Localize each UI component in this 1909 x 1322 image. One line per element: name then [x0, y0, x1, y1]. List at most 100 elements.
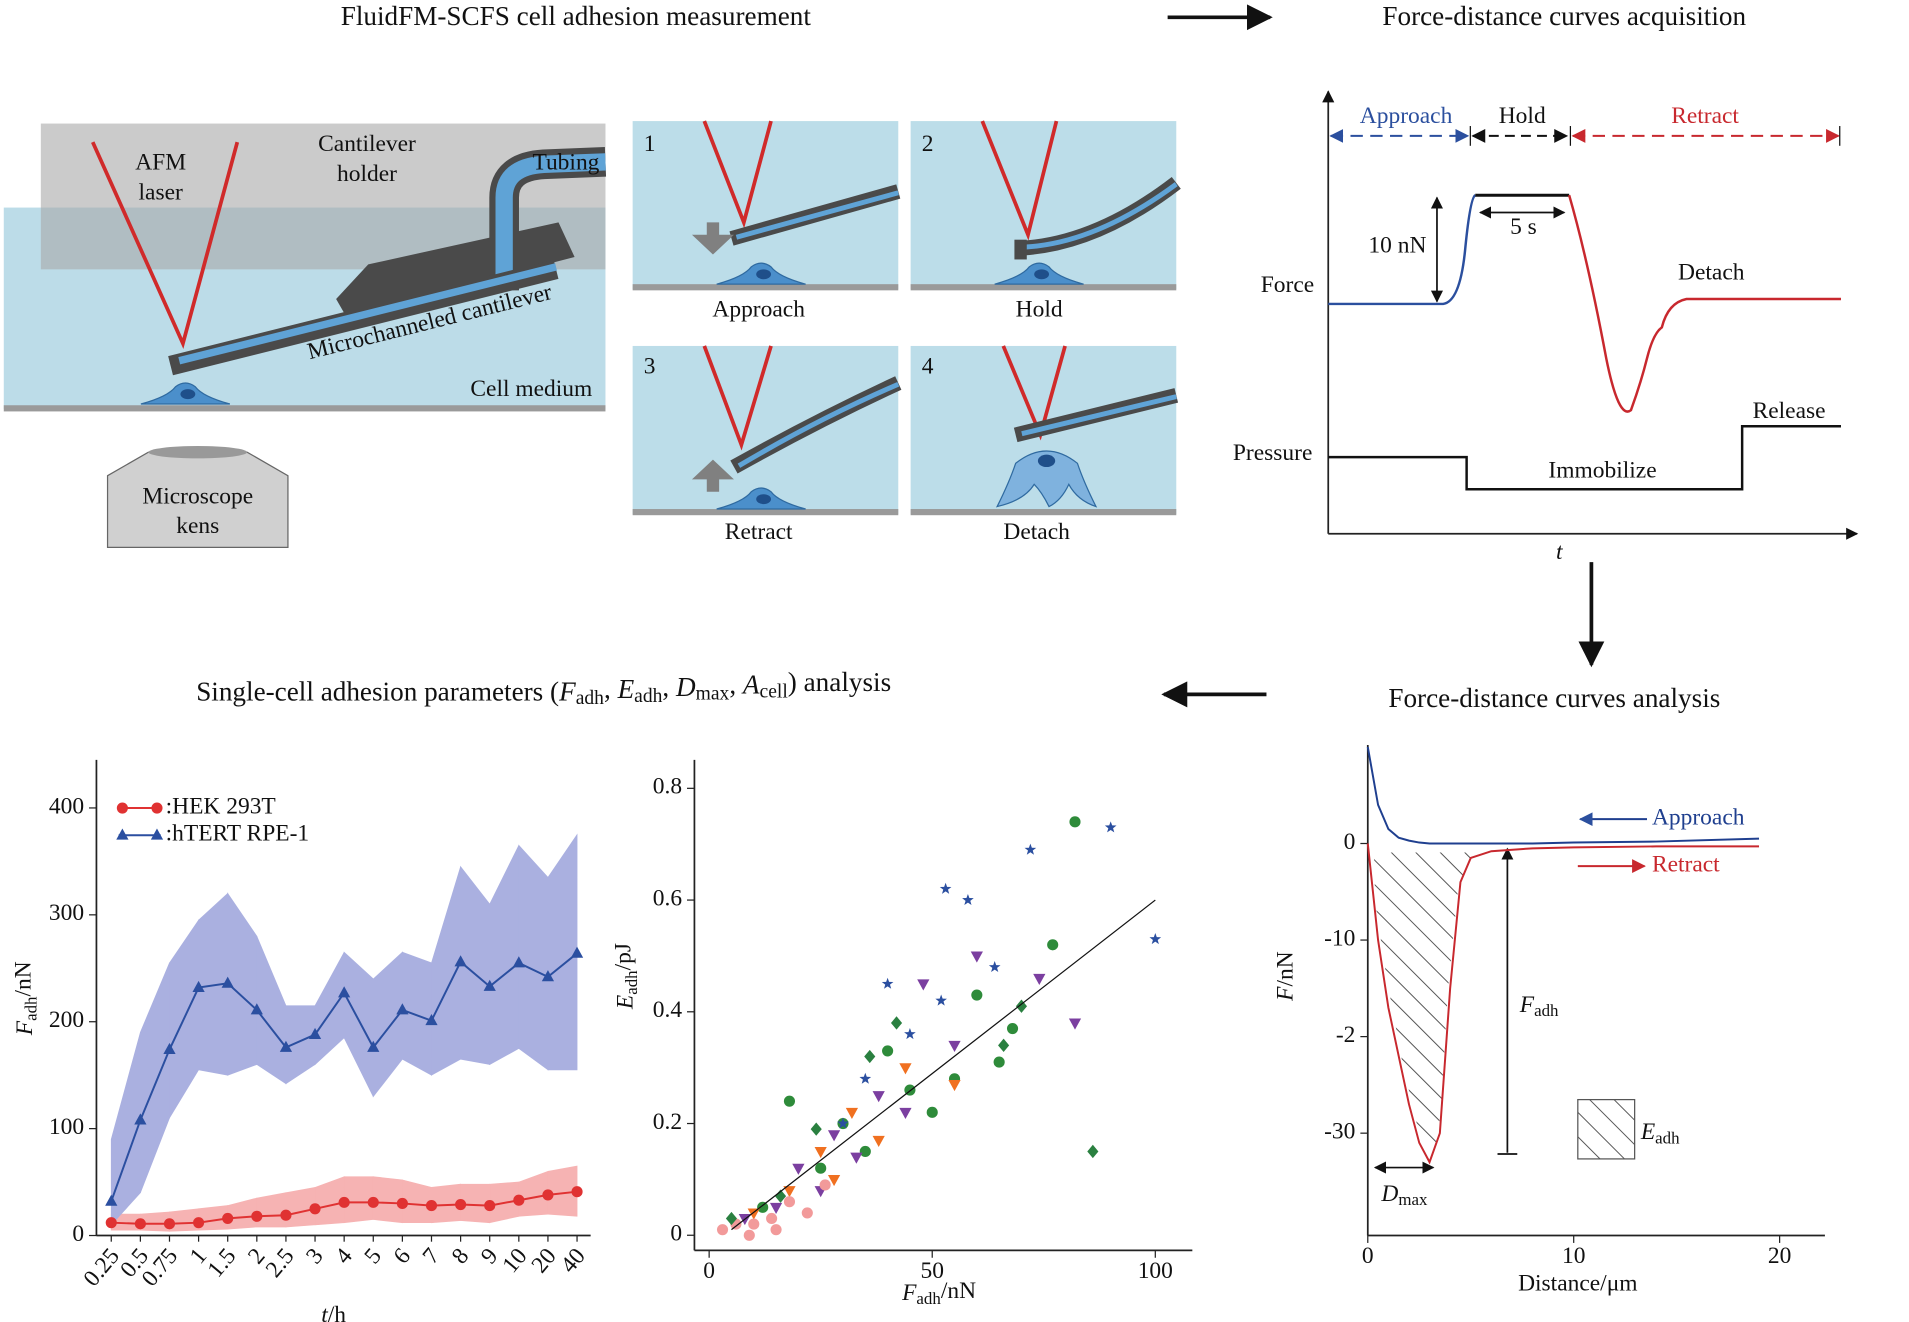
unit: /pJ	[611, 943, 637, 970]
marker	[163, 1042, 176, 1054]
subscript: adh	[622, 970, 641, 995]
unit: /nN	[941, 1278, 976, 1304]
subscript: max	[1398, 1190, 1428, 1209]
marker	[757, 1201, 769, 1213]
y-axis-label: F/nN	[1273, 951, 1299, 1002]
y-tick-label: -10	[1324, 925, 1355, 951]
band	[372, 951, 403, 1098]
y-tick-label: 400	[49, 793, 84, 819]
marker	[221, 976, 234, 988]
marker	[105, 1217, 117, 1229]
marker	[454, 955, 467, 967]
subscript: adh	[21, 996, 40, 1021]
label: Force	[1261, 272, 1314, 298]
legend-label: Retract	[1652, 851, 1720, 877]
step-number: 1	[644, 131, 656, 157]
symbol: F	[1519, 992, 1535, 1018]
band	[343, 951, 374, 1097]
marker	[747, 1208, 760, 1220]
marker	[743, 1229, 755, 1241]
marker	[792, 1163, 805, 1175]
marker	[1087, 1144, 1099, 1159]
x-tick-label: 5	[359, 1243, 386, 1269]
marker	[367, 1040, 380, 1052]
marker	[872, 1091, 885, 1103]
band	[314, 952, 345, 1066]
marker	[134, 1218, 146, 1230]
x-tick-label: 2.5	[261, 1243, 300, 1282]
label: 10 nN	[1368, 232, 1426, 258]
marker	[971, 989, 983, 1001]
subscript: max	[696, 684, 730, 705]
marker	[455, 1198, 467, 1211]
band	[489, 845, 520, 1066]
symbol: A	[741, 670, 760, 700]
y-tick-label: -2	[1336, 1022, 1356, 1048]
step-label: Detach	[1003, 519, 1070, 545]
marker	[163, 1218, 176, 1230]
marker	[570, 946, 584, 958]
step-label: Retract	[725, 519, 793, 545]
label: holder	[337, 161, 397, 187]
band	[518, 844, 549, 1071]
marker	[845, 1107, 859, 1120]
panel-title: Force-distance curves acquisition	[1382, 1, 1746, 31]
label: Release	[1753, 398, 1826, 424]
panel-title: FluidFM-SCFS cell adhesion measurement	[341, 1, 812, 31]
marker	[899, 1107, 912, 1120]
step-number: 3	[644, 354, 656, 380]
marker	[222, 1212, 234, 1224]
text-part: Single-cell adhesion parameters (	[196, 677, 559, 707]
marker	[279, 1040, 293, 1052]
marker	[1047, 939, 1059, 951]
x-tick-label: 50	[920, 1258, 943, 1284]
marker	[1068, 1018, 1082, 1030]
marker	[827, 1174, 841, 1187]
label: Microscope	[142, 483, 253, 509]
label: Tubing	[532, 150, 599, 176]
acquisition-schematic: Approach Hold Retract 10 nN 5 s Force De…	[1233, 90, 1859, 565]
marker	[881, 977, 894, 989]
marker	[280, 1209, 292, 1221]
marker	[939, 882, 952, 894]
annotation: Eadh	[1640, 1120, 1680, 1148]
y-tick-label: 0.2	[653, 1109, 682, 1135]
marker	[513, 1194, 525, 1206]
marker	[783, 1095, 796, 1107]
unit: /nN	[1273, 951, 1299, 986]
marker	[1006, 1022, 1019, 1035]
marker	[993, 1056, 1005, 1068]
step-number: 4	[922, 354, 934, 380]
label: Detach	[1678, 260, 1745, 286]
symbol: D	[1380, 1181, 1398, 1207]
marker	[1149, 933, 1162, 945]
marker	[769, 1202, 783, 1214]
marker	[948, 1079, 961, 1092]
y-tick-label: 200	[49, 1007, 84, 1033]
band	[227, 892, 258, 1076]
text-part: ,	[662, 672, 676, 702]
marker	[890, 1016, 903, 1030]
x-tick-label: 3	[301, 1243, 328, 1269]
subscript: adh	[916, 1289, 941, 1308]
label: Cell medium	[470, 376, 592, 402]
x-tick-label: 0	[703, 1258, 715, 1284]
band	[256, 936, 287, 1085]
marker	[425, 1013, 438, 1026]
marker	[970, 951, 983, 963]
step-panel	[910, 120, 1181, 291]
x-axis-label: Distance/μm	[1518, 1270, 1637, 1296]
marker	[150, 828, 164, 840]
marker	[850, 1152, 863, 1164]
chart: 0 -10 -2 -30 0 10 20 F/nN Distance/μm Approach Ret…	[1273, 745, 1825, 1296]
band	[140, 962, 170, 1193]
subscript: adh	[576, 689, 604, 710]
unit: /h	[328, 1302, 347, 1322]
symbol: E	[1640, 1120, 1655, 1146]
line	[1366, 843, 1760, 1165]
marker	[882, 1045, 894, 1057]
label: laser	[139, 179, 183, 205]
marker	[917, 979, 930, 991]
trend-line	[731, 899, 1156, 1231]
marker	[484, 1200, 496, 1212]
